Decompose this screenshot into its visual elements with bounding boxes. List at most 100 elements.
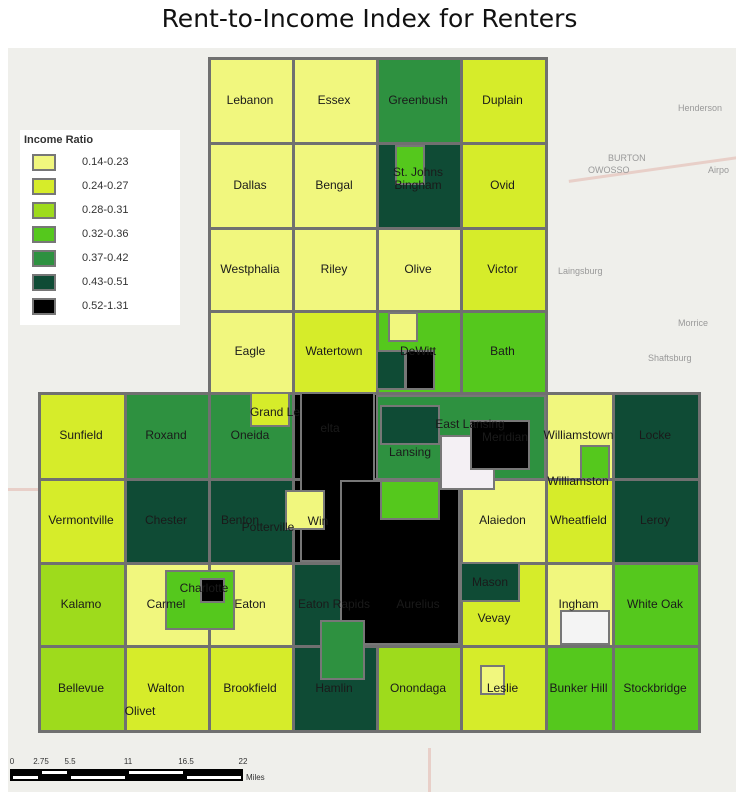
- legend-label: 0.24-0.27: [82, 180, 129, 192]
- map-canvas[interactable]: Henderson BURTON OWOSSO Airpo Laingsburg…: [8, 48, 736, 792]
- bg-label: Morrice: [678, 318, 709, 328]
- scale-segment: [71, 776, 125, 779]
- city-label: Grand Le: [249, 405, 301, 419]
- scale-segment: [129, 771, 183, 774]
- urban-area: [460, 562, 520, 602]
- legend-item: 0.43-0.51: [32, 272, 128, 292]
- township-label: Meridian: [481, 430, 529, 444]
- township-label: Watertown: [305, 344, 363, 358]
- urban-area: [200, 578, 225, 603]
- township-label: Roxand: [145, 428, 187, 442]
- legend-item: 0.24-0.27: [32, 176, 128, 196]
- scale-segment: [187, 776, 241, 779]
- city-label: St. Johns: [392, 165, 444, 179]
- urban-area: [580, 445, 610, 480]
- scale-tick: 2.75: [33, 757, 49, 766]
- scale-tick: 11: [123, 757, 133, 766]
- bg-label: BURTON: [608, 153, 646, 163]
- legend-swatch: [32, 201, 56, 219]
- urban-area: [250, 392, 290, 427]
- township-label: Oneida: [230, 428, 270, 442]
- township-label: Vevay: [477, 611, 511, 625]
- township-label: Lebanon: [226, 92, 274, 107]
- legend-label: 0.43-0.51: [82, 276, 129, 288]
- scale-segment: [13, 776, 38, 779]
- legend-swatch: [32, 297, 56, 315]
- bg-label: Henderson: [678, 103, 723, 113]
- urban-area: [388, 312, 418, 342]
- township-leroy[interactable]: [612, 478, 701, 565]
- township-label: Riley: [320, 261, 348, 276]
- legend-label: 0.32-0.36: [82, 228, 129, 240]
- township-label: Victor: [487, 261, 518, 276]
- township-label: Kalamo: [60, 596, 102, 611]
- township-label: White Oak: [626, 596, 684, 611]
- township-label: Bunker Hill: [549, 680, 608, 695]
- legend-item: 0.32-0.36: [32, 224, 128, 244]
- township-label: Essex: [317, 92, 351, 107]
- urban-area: [405, 350, 435, 390]
- road: [8, 488, 48, 491]
- township-onondaga[interactable]: [376, 645, 463, 733]
- scale-tick: 16.5: [178, 757, 194, 766]
- township-label: Bath: [490, 344, 515, 358]
- township-label: Duplain: [482, 92, 523, 107]
- legend: Income Ratio 0.14-0.23 0.24-0.27 0.28-0.31…: [20, 130, 180, 325]
- legend-label: 0.14-0.23: [82, 156, 129, 168]
- township-kalamo[interactable]: [38, 562, 127, 648]
- township-label: Stockbridge: [623, 680, 687, 695]
- urban-area: [380, 405, 440, 445]
- urban-area: [470, 420, 530, 470]
- township-victor[interactable]: [460, 227, 548, 313]
- road: [428, 748, 431, 792]
- township-label: Walton: [147, 680, 185, 695]
- scale-segment: [42, 771, 67, 774]
- township-label: Leroy: [639, 513, 671, 527]
- township-stockbridge[interactable]: [612, 645, 701, 733]
- urban-area: [395, 145, 425, 185]
- bg-label: Airpo: [708, 165, 730, 175]
- township-duplain[interactable]: [460, 57, 548, 145]
- urban-area: [380, 480, 440, 520]
- township-label: Bingham: [394, 177, 442, 192]
- bg-label: Laingsburg: [558, 266, 603, 276]
- urban-area: [300, 392, 375, 562]
- township-olive[interactable]: [376, 227, 463, 313]
- township-label: Wheatfield: [550, 513, 607, 527]
- township-label: DeWitt: [400, 344, 436, 358]
- township-label: Bellevue: [57, 680, 105, 695]
- city-label: East Lansing: [435, 417, 505, 431]
- township-label: Dallas: [233, 177, 267, 192]
- bg-label: OWOSSO: [588, 165, 630, 175]
- city-label: Mason: [471, 575, 509, 589]
- township-sunfield[interactable]: [38, 392, 127, 481]
- urban-area: [480, 665, 505, 695]
- township-label: Alaiedon: [479, 513, 526, 527]
- township-label: Greenbush: [388, 92, 448, 107]
- township-bunker-hill[interactable]: [545, 645, 615, 733]
- township-label: Williamstown: [543, 428, 614, 442]
- urban-area: [320, 620, 365, 680]
- urban-area: [285, 490, 325, 530]
- township-label: Aurelius: [396, 596, 440, 611]
- legend-swatch: [32, 249, 56, 267]
- township-bath[interactable]: [460, 310, 548, 395]
- township-label: Eaton Rapids: [297, 596, 371, 611]
- township-essex[interactable]: [292, 57, 379, 145]
- township-label: Leslie: [486, 680, 519, 695]
- scale-bar-graphic: [10, 769, 243, 781]
- township-label: Olive: [404, 261, 432, 276]
- township-label: Ovid: [490, 177, 515, 192]
- township-label: Chester: [144, 513, 188, 527]
- city-label: Charlotte: [179, 581, 229, 595]
- map-title: Rent-to-Income Index for Renters: [161, 4, 578, 33]
- legend-item: 0.37-0.42: [32, 248, 128, 268]
- township-label: Locke: [638, 428, 672, 442]
- legend-item: 0.28-0.31: [32, 200, 128, 220]
- scale-tick: 22: [238, 757, 248, 766]
- township-label: Eaton: [234, 596, 266, 611]
- city-label: Williamston: [547, 474, 609, 488]
- scale-tick: 5.5: [64, 757, 76, 766]
- township-label: Ingham: [558, 596, 599, 611]
- township-bengal[interactable]: [292, 142, 379, 230]
